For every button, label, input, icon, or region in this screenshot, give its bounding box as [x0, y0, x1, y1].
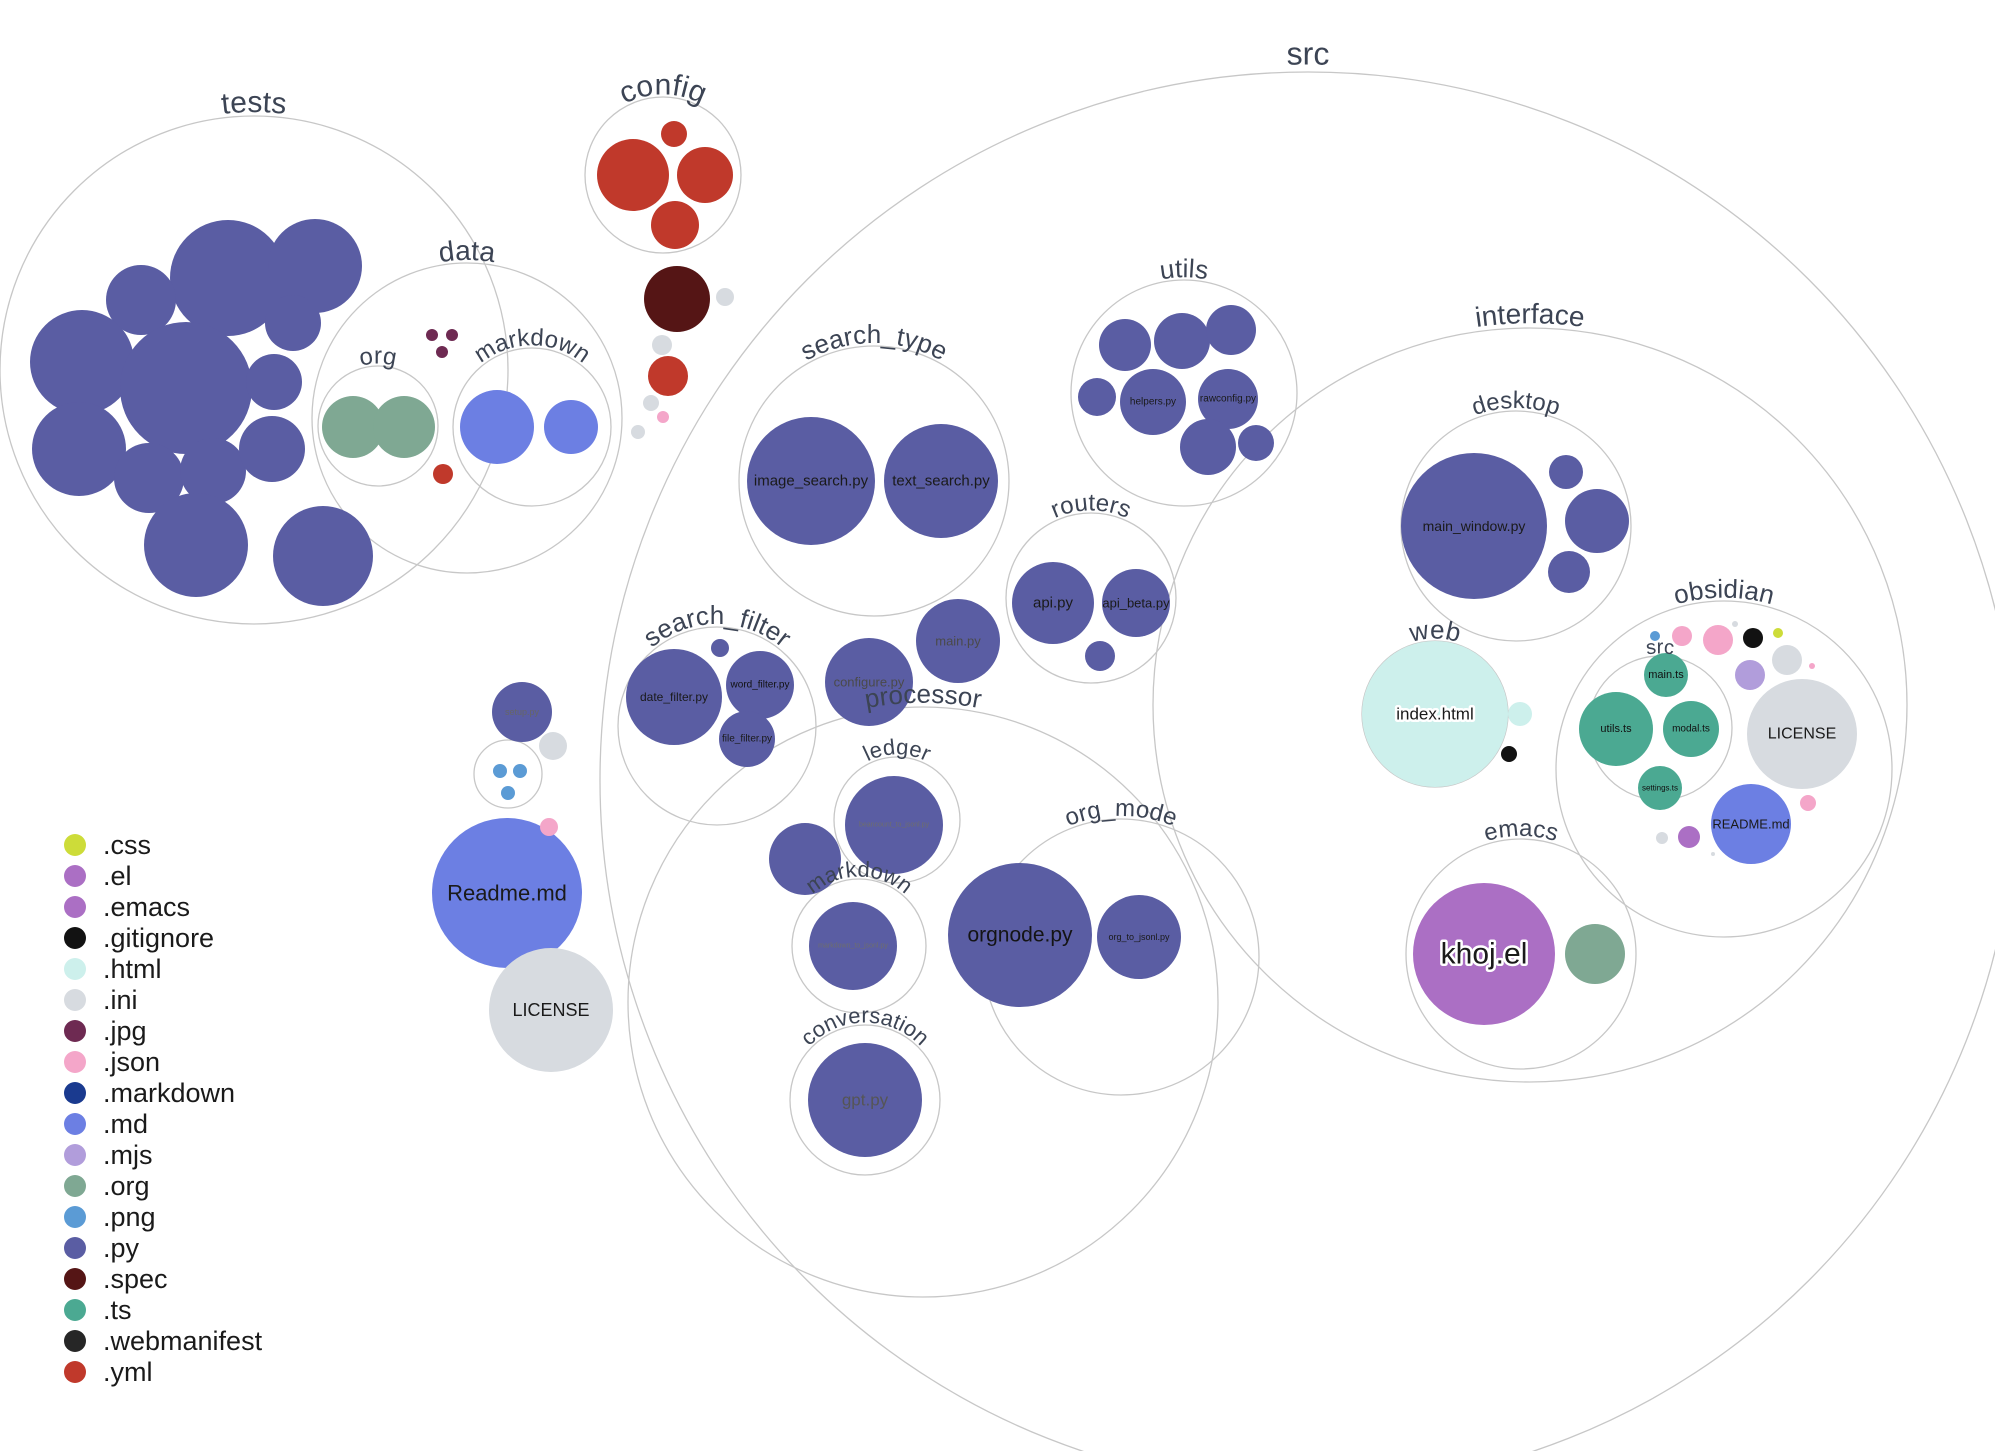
svg-text:gpt.py: gpt.py — [842, 1091, 889, 1110]
svg-text:khoj.el: khoj.el — [1441, 938, 1528, 971]
svg-text:setup.py: setup.py — [505, 707, 540, 717]
svg-text:text_search.py: text_search.py — [892, 473, 990, 490]
svg-text:main.py: main.py — [935, 634, 981, 649]
svg-text:word_filter.py: word_filter.py — [730, 680, 790, 691]
svg-text:LICENSE: LICENSE — [512, 1000, 589, 1020]
svg-text:web: web — [1406, 614, 1464, 647]
svg-text:search_type: search_type — [795, 319, 952, 366]
svg-text:org_to_jsonl.py: org_to_jsonl.py — [1108, 932, 1170, 942]
svg-text:.mjs: .mjs — [103, 1140, 153, 1170]
svg-text:file_filter.py: file_filter.py — [722, 734, 772, 745]
svg-text:org_mode: org_mode — [1061, 795, 1181, 832]
svg-text:interface: interface — [1473, 298, 1586, 333]
svg-text:.py: .py — [103, 1233, 140, 1263]
svg-text:data: data — [437, 235, 498, 268]
svg-text:.yml: .yml — [103, 1357, 153, 1387]
svg-text:utils: utils — [1158, 253, 1211, 285]
svg-text:.org: .org — [103, 1171, 150, 1201]
svg-text:.el: .el — [103, 861, 132, 891]
svg-text:.md: .md — [103, 1109, 148, 1139]
svg-text:modal.ts: modal.ts — [1672, 724, 1710, 735]
svg-text:date_filter.py: date_filter.py — [640, 690, 708, 704]
svg-text:src: src — [1286, 35, 1330, 71]
svg-text:.html: .html — [103, 954, 162, 984]
svg-text:README.md: README.md — [1712, 817, 1789, 832]
svg-text:api_beta.py: api_beta.py — [1102, 596, 1170, 611]
svg-text:helpers.py: helpers.py — [1130, 397, 1176, 408]
svg-text:api.py: api.py — [1033, 595, 1074, 612]
svg-text:markdown: markdown — [469, 324, 595, 368]
svg-text:LICENSE: LICENSE — [1768, 726, 1836, 743]
svg-text:rawconfig.py: rawconfig.py — [1200, 394, 1256, 405]
svg-text:.webmanifest: .webmanifest — [103, 1326, 263, 1356]
svg-text:.css: .css — [103, 830, 151, 860]
svg-text:tests: tests — [220, 86, 288, 121]
svg-text:settings.ts: settings.ts — [1642, 784, 1678, 793]
svg-text:.ts: .ts — [103, 1295, 132, 1325]
svg-text:utils.ts: utils.ts — [1600, 723, 1632, 735]
svg-text:main_window.py: main_window.py — [1423, 518, 1526, 534]
svg-text:.spec: .spec — [103, 1264, 168, 1294]
svg-text:orgnode.py: orgnode.py — [967, 924, 1073, 947]
svg-text:beancount_to_jsonl.py: beancount_to_jsonl.py — [859, 822, 930, 829]
svg-text:markdown_to_jsonl.py: markdown_to_jsonl.py — [818, 943, 888, 950]
svg-text:.json: .json — [103, 1047, 160, 1077]
svg-text:.png: .png — [103, 1202, 156, 1232]
svg-text:.gitignore: .gitignore — [103, 923, 214, 953]
svg-text:.jpg: .jpg — [103, 1016, 147, 1046]
svg-text:routers: routers — [1047, 489, 1135, 523]
svg-text:processor: processor — [862, 679, 984, 714]
svg-text:desktop: desktop — [1468, 387, 1563, 421]
svg-text:.emacs: .emacs — [103, 892, 190, 922]
svg-text:emacs: emacs — [1481, 815, 1561, 847]
svg-text:src: src — [1645, 636, 1675, 659]
svg-text:.markdown: .markdown — [103, 1078, 235, 1108]
svg-text:image_search.py: image_search.py — [754, 473, 869, 490]
svg-text:Readme.md: Readme.md — [447, 881, 567, 906]
svg-text:index.html: index.html — [1396, 705, 1473, 724]
svg-text:org: org — [357, 343, 399, 372]
svg-text:ledger: ledger — [859, 734, 935, 766]
svg-text:.ini: .ini — [103, 985, 138, 1015]
svg-text:obsidian: obsidian — [1670, 574, 1777, 611]
svg-text:main.ts: main.ts — [1648, 669, 1684, 681]
svg-text:config: config — [614, 68, 711, 110]
